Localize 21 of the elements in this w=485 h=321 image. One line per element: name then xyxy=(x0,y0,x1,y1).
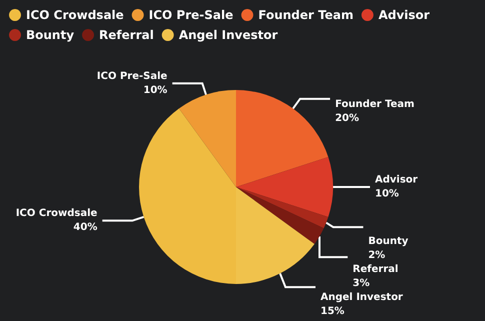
data-label: 20% xyxy=(335,112,360,124)
data-label: 10% xyxy=(143,84,168,96)
legend-label: Referral xyxy=(99,28,154,42)
legend-label: ICO Pre-Sale xyxy=(148,8,234,22)
legend-label: Advisor xyxy=(378,8,430,22)
slice-label: ICO Pre-Sale xyxy=(96,70,168,82)
data-label: 15% xyxy=(320,306,344,318)
legend-label: Bounty xyxy=(26,28,74,42)
data-label: 40% xyxy=(73,222,98,234)
slice-label: ICO Crowdsale xyxy=(16,208,98,220)
slice-label: Angel Investor xyxy=(320,292,403,304)
slice-label: Founder Team xyxy=(335,98,414,110)
slice-label: Advisor xyxy=(375,174,418,186)
data-label: 10% xyxy=(375,188,399,200)
legend-label: Angel Investor xyxy=(178,28,278,42)
data-label: 3% xyxy=(352,278,370,290)
slice-label: Referral xyxy=(352,264,398,276)
slice-label: Bounty xyxy=(368,236,409,248)
legend-label: ICO Crowdsale xyxy=(26,8,124,22)
legend-label: Founder Team xyxy=(258,8,354,22)
data-label: 2% xyxy=(368,250,386,262)
